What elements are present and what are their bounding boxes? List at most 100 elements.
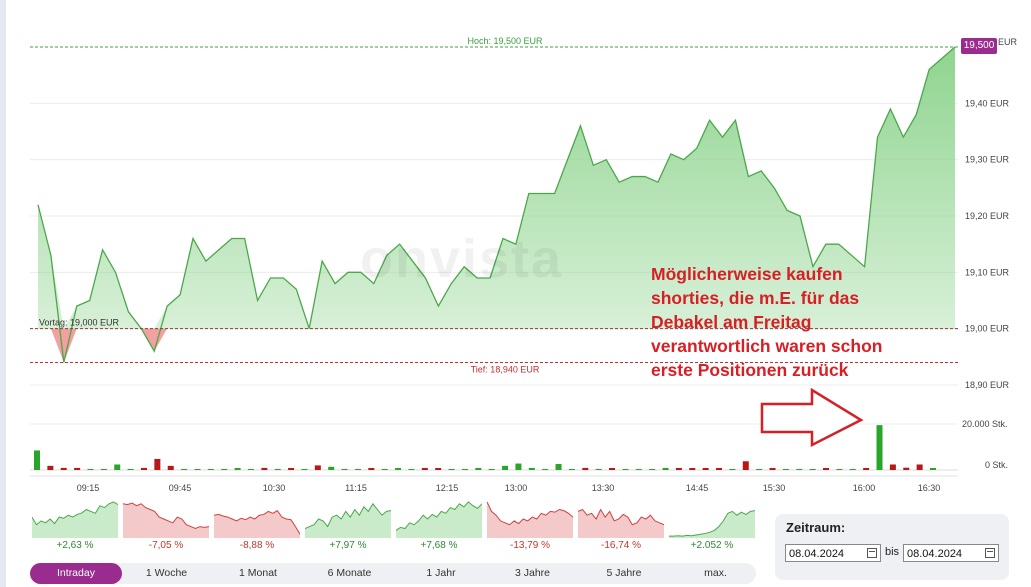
volume-bar (34, 450, 40, 470)
volume-bar (167, 465, 174, 470)
volume-bar (809, 469, 816, 470)
thumbnail-sparkline (305, 502, 391, 538)
volume-bar (515, 463, 522, 470)
x-tick-label: 15:30 (763, 483, 786, 493)
period-thumbnail[interactable]: -16,74 % (578, 498, 664, 556)
volume-bar (555, 464, 562, 470)
x-tick-label: 10:30 (263, 483, 286, 493)
volume-bar (47, 465, 54, 470)
volume-bar (782, 469, 789, 470)
thumbnail-line (487, 501, 573, 526)
volume-bar (368, 468, 375, 470)
range-tab[interactable]: 1 Woche (145, 567, 188, 579)
thumbnail-change-percent: -13,79 % (509, 540, 551, 551)
volume-bar (916, 464, 923, 470)
annotation-line: erste Positionen zurück (651, 360, 849, 380)
thumbnail-change-percent: +2.052 % (690, 540, 734, 551)
thumbnail-area (214, 510, 300, 538)
date-from-value: 08.04.2024 (789, 548, 845, 560)
range-tab[interactable]: 3 Jahre (514, 567, 551, 579)
volume-bar (461, 469, 468, 470)
last-price-badge: 19,500 (961, 38, 997, 54)
volume-bar (622, 469, 629, 470)
thumbnail-sparkline (396, 501, 482, 538)
thumbnail-sparkline (578, 508, 664, 538)
range-tab[interactable]: max. (704, 567, 727, 579)
range-tab[interactable]: 1 Monat (239, 567, 277, 579)
date-from-input[interactable]: 08.04.2024 (785, 544, 881, 562)
y-tick-label: 19,00 EUR (965, 324, 1010, 334)
y-tick-label: 18,90 EUR (965, 380, 1010, 390)
annotation-line: Debakel am Freitag (651, 312, 812, 332)
x-tick-label: 09:15 (77, 483, 100, 493)
volume-bar (849, 469, 856, 470)
thumbnail-change-percent: +7,68 % (420, 540, 458, 551)
thumbnail-sparkline (487, 501, 573, 538)
volume-bar (729, 469, 736, 470)
volume-bar (274, 469, 281, 470)
volume-bar (100, 469, 107, 470)
volume-bar (609, 468, 616, 470)
volume-bar (903, 467, 910, 470)
thumbnail-area (123, 503, 209, 538)
volume-bar (194, 469, 201, 470)
volume-bar (488, 469, 495, 470)
thumbnail-change-percent: +2,63 % (56, 540, 94, 551)
calendar-icon[interactable] (867, 548, 877, 558)
thumbnail-area (578, 509, 664, 538)
y-tick-label: 19,10 EUR (965, 267, 1010, 277)
volume-bar (247, 469, 254, 470)
volume-bar (876, 425, 883, 470)
thumbnail-sparkline (123, 502, 209, 538)
date-to-value: 08.04.2024 (907, 548, 963, 560)
volume-bar (635, 469, 642, 470)
range-tab[interactable]: 6 Monate (327, 567, 372, 579)
period-thumbnail[interactable]: +7,97 % (305, 498, 391, 556)
volume-bar (314, 465, 321, 470)
period-thumbnail[interactable]: +2,63 % (32, 498, 118, 556)
volume-bar (863, 468, 870, 470)
previous-close-label: Vortag: 19,000 EUR (39, 318, 120, 328)
volume-bar (234, 468, 241, 470)
period-thumbnail[interactable]: -13,79 % (487, 498, 573, 556)
thumbnail-line (305, 502, 391, 529)
thumbnail-change-percent: +7,97 % (329, 540, 367, 551)
volume-bar (421, 468, 428, 470)
annotation-text: Möglicherweise kaufen shorties, die m.E.… (651, 262, 911, 382)
period-thumbnail[interactable]: +7,68 % (396, 498, 482, 556)
range-tab[interactable]: Intraday (30, 563, 122, 584)
volume-bar (662, 467, 669, 470)
zeitraum-title: Zeitraum: (786, 520, 846, 535)
period-thumbnail[interactable]: -7,05 % (123, 498, 209, 556)
volume-bar (381, 469, 388, 470)
annotation-line: verantwortlich waren schon (651, 336, 883, 356)
thumbnail-line (578, 508, 664, 526)
period-thumbnail[interactable]: +2.052 % (669, 498, 755, 556)
x-tick-label: 11:15 (345, 483, 367, 493)
thumbnail-line (396, 501, 482, 531)
intraday-price-chart: 19,40 EUR 19,30 EUR 19,20 EUR 19,10 EUR 19,0… (30, 36, 1018, 493)
volume-bar (568, 469, 575, 470)
volume-bar (675, 468, 682, 470)
volume-bar (796, 469, 803, 470)
thumbnail-line (214, 509, 300, 535)
range-tab[interactable]: 1 Jahr (426, 567, 456, 579)
volume-bar (301, 469, 308, 470)
date-to-input[interactable]: 08.04.2024 (903, 544, 999, 562)
thumbnail-change-percent: -7,05 % (148, 540, 184, 551)
thumbnail-sparkline (669, 510, 755, 538)
area-above-previous-close (38, 47, 955, 329)
thumbnail-sparkline (32, 501, 118, 538)
x-tick-label: 12:15 (436, 483, 459, 493)
date-range-separator: bis (885, 546, 900, 558)
volume-bar (181, 469, 188, 470)
range-tab[interactable]: 5 Jahre (606, 567, 642, 579)
calendar-icon[interactable] (985, 548, 995, 558)
volume-tick-label: 20.000 Stk. (962, 419, 1008, 429)
volume-bar (889, 464, 896, 470)
volume-bar (769, 468, 776, 470)
volume-bar (528, 467, 535, 470)
period-thumbnail[interactable]: -8,88 % (214, 498, 300, 556)
volume-bar (502, 465, 509, 470)
annotation-line: Möglicherweise kaufen (651, 264, 843, 284)
